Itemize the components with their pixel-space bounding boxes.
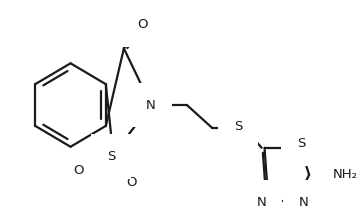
Text: N: N [257,196,266,209]
Text: S: S [234,120,243,133]
Text: O: O [126,176,137,189]
Text: N: N [298,196,308,209]
Text: S: S [297,137,306,150]
Text: O: O [137,18,148,31]
Text: N: N [146,99,156,112]
Text: S: S [107,150,115,163]
Text: NH₂: NH₂ [332,168,357,181]
Text: O: O [73,164,84,177]
